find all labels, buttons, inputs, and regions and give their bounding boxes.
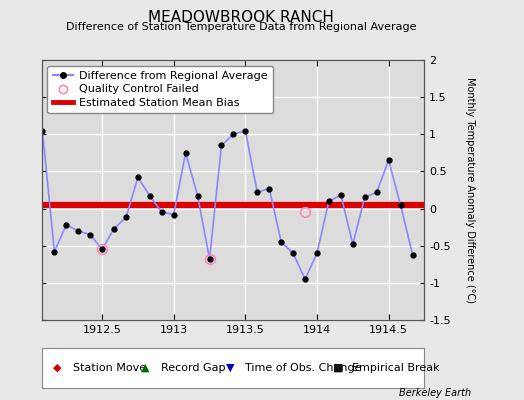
Text: ■: ■: [333, 363, 343, 373]
Text: ▼: ▼: [225, 363, 234, 373]
Text: Time of Obs. Change: Time of Obs. Change: [245, 363, 361, 373]
Text: Difference of Station Temperature Data from Regional Average: Difference of Station Temperature Data f…: [66, 22, 416, 32]
Text: MEADOWBROOK RANCH: MEADOWBROOK RANCH: [148, 10, 334, 25]
Y-axis label: Monthly Temperature Anomaly Difference (°C): Monthly Temperature Anomaly Difference (…: [465, 77, 475, 303]
Text: Record Gap: Record Gap: [160, 363, 225, 373]
Text: Berkeley Earth: Berkeley Earth: [399, 388, 472, 398]
Text: ▲: ▲: [141, 363, 150, 373]
Text: Station Move: Station Move: [72, 363, 146, 373]
Legend: Difference from Regional Average, Quality Control Failed, Estimated Station Mean: Difference from Regional Average, Qualit…: [48, 66, 273, 113]
Text: ◆: ◆: [53, 363, 62, 373]
Text: Empirical Break: Empirical Break: [352, 363, 440, 373]
